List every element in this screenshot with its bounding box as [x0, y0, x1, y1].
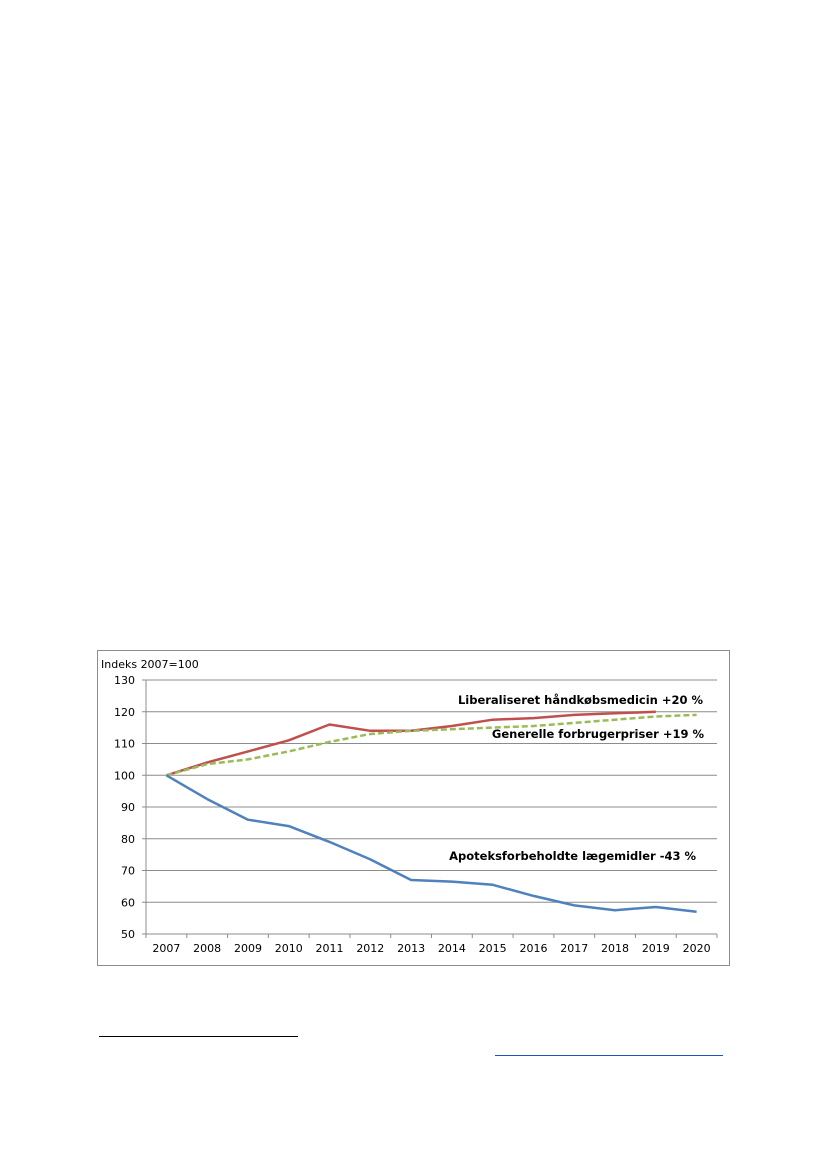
x-tick-label: 2013: [397, 942, 425, 955]
y-tick-label: 110: [114, 738, 135, 751]
line-chart: Indeks 2007=100 50 60 70 80 90 100 110 120 130 20…: [101, 658, 718, 955]
x-tick-label: 2014: [438, 942, 466, 955]
x-tick-label: 2012: [356, 942, 384, 955]
y-tick-label: 50: [121, 928, 135, 941]
y-tick-label: 100: [114, 769, 135, 782]
series-label-apoteksforbeholdte: Apoteksforbeholdte lægemidler -43 %: [449, 849, 696, 863]
y-tick-label: 90: [121, 801, 135, 814]
y-tick-label: 60: [121, 896, 135, 909]
series-line-1: [166, 713, 697, 777]
x-tick-label: 2009: [234, 942, 262, 955]
x-tick-label: 2020: [683, 942, 711, 955]
series-line-0: [166, 710, 656, 777]
x-tick-label: 2010: [275, 942, 303, 955]
x-tick-label: 2018: [601, 942, 629, 955]
axes: 50 60 70 80 90 100 110 120 130 2007 2008 2009 2010 20…: [114, 674, 718, 955]
series-label-liberaliseret: Liberaliseret håndkøbsmedicin +20 %: [458, 693, 704, 707]
chart-frame: Indeks 2007=100 50 60 70 80 90 100 110 120 130 20…: [97, 650, 730, 966]
x-tick-label: 2008: [193, 942, 221, 955]
x-tick-label: 2011: [316, 942, 344, 955]
series-line-2: [165, 774, 697, 914]
y-tick-label: 70: [121, 865, 135, 878]
series-label-forbrugerpriser: Generelle forbrugerpriser +19 %: [492, 727, 705, 741]
footnote-separator: [99, 1036, 298, 1037]
y-tick-label: 120: [114, 706, 135, 719]
x-tick-label: 2017: [560, 942, 588, 955]
footnote-link-underline: [495, 1055, 723, 1056]
x-tick-label: 2019: [642, 942, 670, 955]
y-tick-label: 130: [114, 674, 135, 687]
y-axis-unit-label: Indeks 2007=100: [101, 658, 199, 671]
x-tick-label: 2016: [519, 942, 547, 955]
x-tick-label: 2015: [479, 942, 507, 955]
x-tick-label: 2007: [152, 942, 180, 955]
gridlines: [146, 679, 717, 903]
y-tick-label: 80: [121, 833, 135, 846]
series-lines: [165, 710, 697, 914]
